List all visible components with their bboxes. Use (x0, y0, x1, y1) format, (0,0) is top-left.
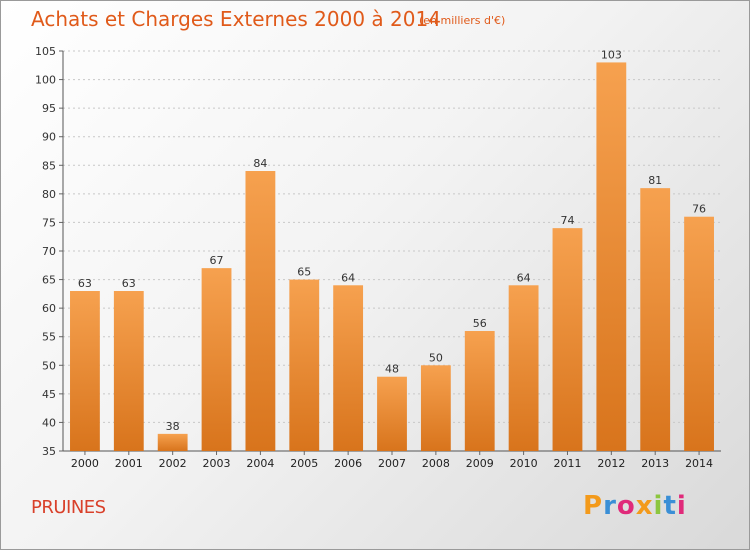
bar (157, 433, 188, 451)
data-label: 63 (78, 277, 92, 290)
data-label: 48 (385, 363, 399, 376)
y-tick-label: 75 (42, 216, 56, 229)
data-label: 103 (601, 48, 622, 61)
y-tick-label: 65 (42, 274, 56, 287)
x-tick-label: 2010 (510, 457, 538, 470)
data-label: 64 (341, 271, 355, 284)
x-tick-label: 2005 (290, 457, 318, 470)
x-tick-label: 2009 (466, 457, 494, 470)
data-label: 50 (429, 351, 443, 364)
data-label: 81 (648, 174, 662, 187)
x-tick-label: 2013 (641, 457, 669, 470)
bar (333, 285, 364, 451)
x-tick-label: 2002 (159, 457, 187, 470)
x-tick-label: 2014 (685, 457, 713, 470)
x-tick-label: 2012 (597, 457, 625, 470)
bar (596, 62, 627, 452)
x-tick-label: 2004 (246, 457, 274, 470)
y-tick-label: 60 (42, 302, 56, 315)
x-tick-label: 2007 (378, 457, 406, 470)
bar (289, 279, 320, 451)
x-tick-label: 2008 (422, 457, 450, 470)
bar (640, 188, 671, 451)
data-label: 63 (122, 277, 136, 290)
data-label: 67 (210, 254, 224, 267)
y-tick-label: 85 (42, 159, 56, 172)
bar (508, 285, 539, 451)
data-label: 56 (473, 317, 487, 330)
data-label: 76 (692, 203, 706, 216)
bar (420, 365, 451, 451)
data-label: 84 (253, 157, 267, 170)
y-tick-label: 100 (35, 74, 56, 87)
proxiti-logo: Proxiti (583, 491, 687, 521)
y-tick-label: 80 (42, 188, 56, 201)
chart-title: Achats et Charges Externes 2000 à 2014 (31, 7, 441, 31)
y-tick-label: 95 (42, 102, 56, 115)
bar (245, 171, 276, 451)
bar (684, 216, 714, 451)
data-label: 65 (297, 266, 311, 279)
x-tick-label: 2000 (71, 457, 99, 470)
bar (552, 228, 583, 451)
x-tick-label: 2011 (553, 457, 581, 470)
y-tick-label: 50 (42, 359, 56, 372)
y-tick-label: 70 (42, 245, 56, 258)
bar (201, 268, 232, 451)
x-tick-label: 2003 (203, 457, 231, 470)
y-tick-label: 45 (42, 388, 56, 401)
y-tick-label: 105 (35, 45, 56, 58)
bar (464, 331, 495, 451)
data-label: 74 (560, 214, 574, 227)
commune-name: PRUINES (31, 497, 106, 518)
y-tick-label: 40 (42, 416, 56, 429)
x-tick-label: 2006 (334, 457, 362, 470)
data-label: 38 (166, 420, 180, 433)
bar (70, 291, 100, 451)
bar (377, 376, 407, 451)
y-tick-label: 55 (42, 331, 56, 344)
y-tick-label: 35 (42, 445, 56, 458)
x-tick-label: 2001 (115, 457, 143, 470)
bar (113, 291, 144, 451)
data-label: 64 (517, 271, 531, 284)
chart-subtitle: (en milliers d'€) (419, 14, 506, 27)
y-tick-label: 90 (42, 131, 56, 144)
